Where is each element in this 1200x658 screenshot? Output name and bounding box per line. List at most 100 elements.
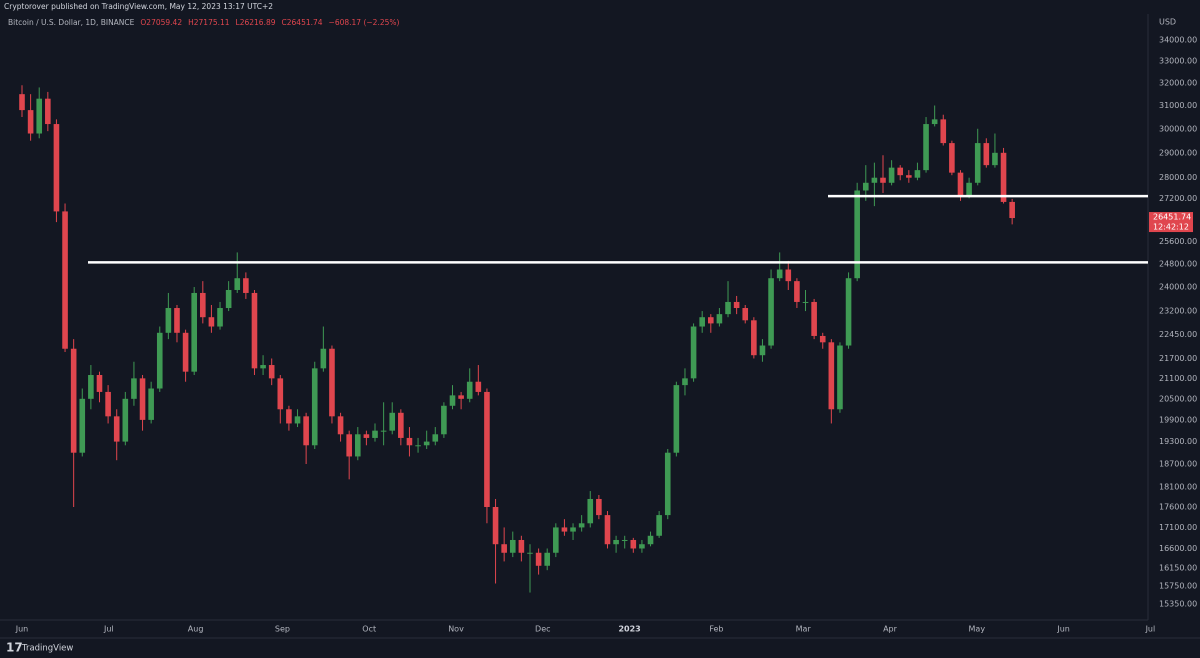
candle-body [690,326,697,379]
candle-body [311,368,318,446]
candle-body [733,301,740,309]
y-tick-label: 18700.00 [1159,459,1197,468]
y-tick-label: 17600.00 [1159,502,1197,511]
candle-body [165,308,172,333]
y-tick-label: 34000.00 [1159,36,1197,45]
candle-body [449,395,456,406]
candle-body [70,348,77,453]
candle-body [802,301,809,303]
x-tick-label: Jun [15,625,29,634]
candle-body [27,110,34,134]
candle-body [191,292,197,372]
candle-body [139,378,146,420]
candle-body [880,177,886,183]
candle-body [36,98,43,134]
candle-body [475,381,482,392]
candle-body [380,430,387,432]
candle-body [372,430,378,438]
candle-body [664,452,671,516]
candle-body [294,416,301,424]
brand: TradingView [21,644,73,654]
candle-body [234,278,241,290]
candle-body [854,190,860,279]
candle-body [966,182,972,196]
candle-body [53,124,60,212]
y-tick-label: 27200.00 [1159,194,1197,203]
candle-body [458,395,464,399]
candle-body [708,317,714,324]
candle-body [699,317,705,327]
candle-body [673,385,680,453]
candle-body [105,391,111,417]
candle-body [923,124,929,171]
candle-body [415,445,421,447]
candle-body [329,348,335,417]
y-tick-label: 24000.00 [1159,283,1197,292]
candle-body [785,269,792,282]
candle-body [639,544,645,549]
candle-body [794,281,800,302]
candle-body [251,292,258,369]
candle-body [656,515,662,536]
x-tick-label: Aug [188,625,204,634]
y-tick-label: 16150.00 [1159,563,1197,572]
candle-body [303,416,309,446]
candle-body [174,308,180,333]
candle-body [871,177,878,183]
y-tick-label: 22450.00 [1159,330,1197,339]
x-tick-label: Jul [103,625,114,634]
candle-body [561,527,568,532]
x-tick-label: Jul [1145,625,1156,634]
y-tick-label: 25600.00 [1159,237,1197,246]
candle-body [845,278,852,346]
candle-body [992,152,998,166]
y-tick-label: 18100.00 [1159,483,1197,492]
candle-body [931,119,938,125]
y-tick-label: 33000.00 [1159,57,1197,66]
candle-body [570,527,576,532]
candle-body [906,175,912,178]
candle-body [354,434,361,457]
y-tick-label: 15350.00 [1159,600,1197,609]
candle-body [811,301,817,336]
candle-body [113,416,120,442]
candle-body [596,498,602,516]
logo: 𝟭𝟳 [6,641,23,655]
x-tick-label: Feb [709,625,723,634]
ohlc-value: −608.17 (−2.25%) [329,18,400,27]
candle-body [268,365,275,379]
candle-body [647,535,654,545]
y-tick-label: 31000.00 [1159,101,1197,110]
candle-body [578,523,585,528]
x-tick-label: 2023 [618,625,640,634]
candle-body [217,308,223,327]
candle-body [1009,201,1015,219]
candle-body [277,378,284,410]
candle-body [501,544,507,553]
candle-body [441,405,447,435]
candle-body [1000,152,1007,202]
x-tick-label: Oct [362,625,376,634]
candle-body [776,269,783,279]
candle-body [432,434,439,442]
candle-body [604,515,611,545]
candle-body [716,314,723,324]
x-tick-label: Mar [796,625,812,634]
candle-body [96,375,103,392]
countdown: 12:42:12 [1153,223,1189,232]
candle-body [751,320,757,356]
symbol: Bitcoin / U.S. Dollar, 1D, BINANCE [8,18,135,27]
candle-body [45,98,51,125]
candle-body [630,539,637,549]
candle-body [768,278,774,346]
y-tick-label: 19300.00 [1159,437,1197,446]
candle-body [148,388,154,420]
candle-body [19,94,25,111]
x-tick-label: Nov [448,625,464,634]
x-tick-label: May [969,625,986,634]
candle-body [725,301,731,315]
ohlc-legend: Bitcoin / U.S. Dollar, 1D, BINANCE [8,18,135,27]
candle-body [621,539,628,541]
